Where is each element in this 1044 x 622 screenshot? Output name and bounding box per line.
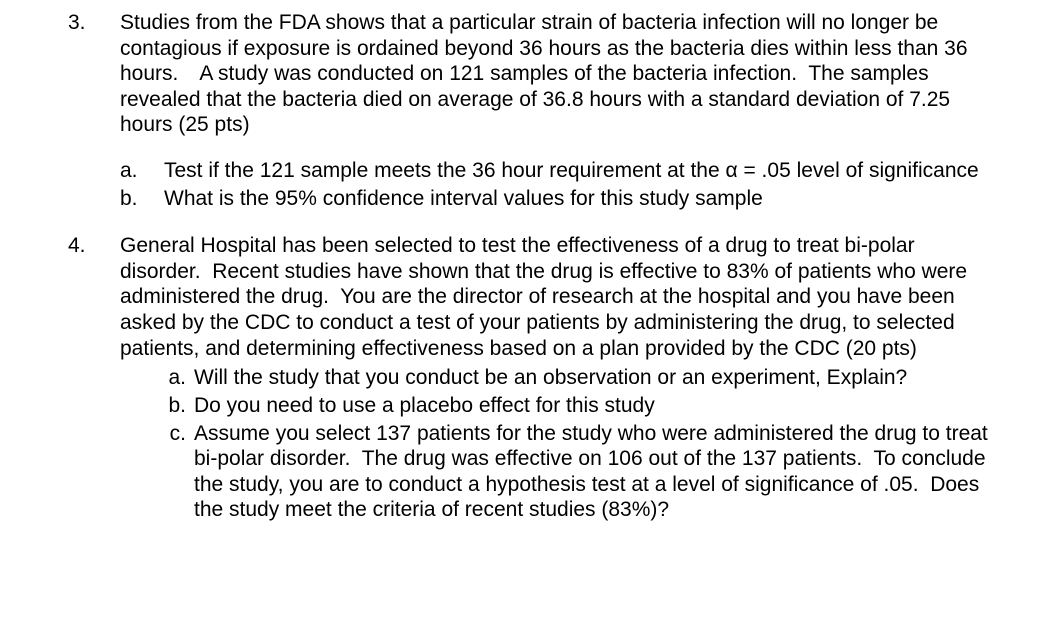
question-4-text: General Hospital has been selected to te… — [120, 233, 994, 361]
question-3b-label: b. — [120, 186, 164, 212]
question-3-text: Studies from the FDA shows that a partic… — [120, 10, 994, 138]
question-4c-text: Assume you select 137 patients for the s… — [194, 421, 994, 523]
question-3a-text: Test if the 121 sample meets the 36 hour… — [164, 158, 994, 184]
question-3: 3. Studies from the FDA shows that a par… — [50, 10, 994, 213]
question-3-sublist: a. Test if the 121 sample meets the 36 h… — [120, 158, 994, 211]
question-4: 4. General Hospital has been selected to… — [50, 233, 994, 525]
question-3b-text: What is the 95% confidence interval valu… — [164, 186, 994, 212]
question-3-body: Studies from the FDA shows that a partic… — [120, 10, 994, 213]
question-4b-label: b. — [162, 393, 194, 419]
question-4b-text: Do you need to use a placebo effect for … — [194, 393, 994, 419]
question-4-number: 4. — [50, 233, 120, 259]
question-4a-label: a. — [162, 365, 194, 391]
question-4a: a. Will the study that you conduct be an… — [162, 365, 994, 391]
question-4c-label: c. — [162, 421, 194, 447]
question-4a-text: Will the study that you conduct be an ob… — [194, 365, 994, 391]
question-4b: b. Do you need to use a placebo effect f… — [162, 393, 994, 419]
question-3b: b. What is the 95% confidence interval v… — [120, 186, 994, 212]
question-4-sublist: a. Will the study that you conduct be an… — [120, 365, 994, 523]
question-3a: a. Test if the 121 sample meets the 36 h… — [120, 158, 994, 184]
question-4-body: General Hospital has been selected to te… — [120, 233, 994, 525]
question-3-number: 3. — [50, 10, 120, 36]
question-3a-label: a. — [120, 158, 164, 184]
question-4c: c. Assume you select 137 patients for th… — [162, 421, 994, 523]
